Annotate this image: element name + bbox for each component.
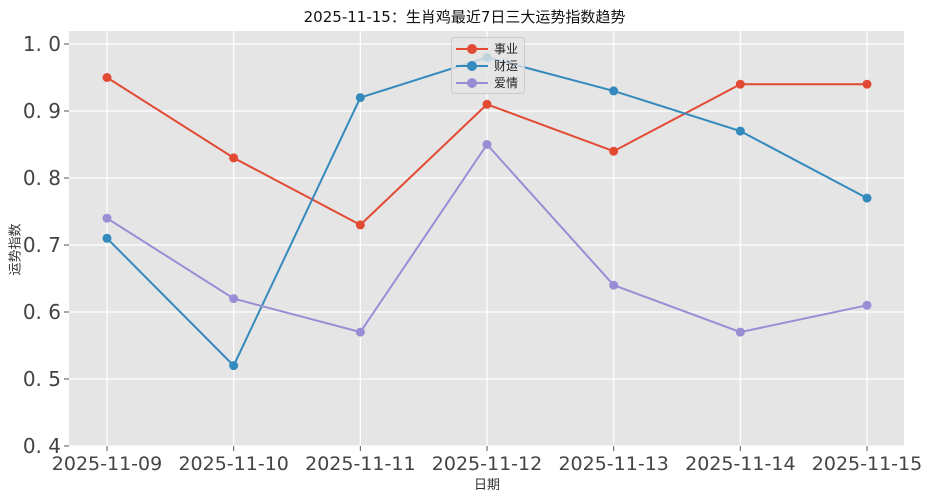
data-point <box>735 327 745 337</box>
x-tick-label: 2025-11-13 <box>558 453 668 475</box>
data-point <box>229 153 239 163</box>
data-point <box>862 79 872 89</box>
data-point <box>735 79 745 89</box>
data-point <box>862 300 872 310</box>
data-point <box>482 140 492 149</box>
data-point <box>609 146 619 156</box>
legend-label: 财运 <box>494 59 519 73</box>
x-tick-label: 2025-11-14 <box>685 453 795 475</box>
y-tick-label: 0. 5 <box>23 367 61 391</box>
legend-marker-icon <box>456 77 488 88</box>
y-tick-label: 0. 7 <box>23 233 61 257</box>
data-point <box>735 126 745 136</box>
y-tick-label: 1. 0 <box>23 32 61 56</box>
data-point <box>355 327 365 337</box>
legend-item-wealth: 财运 <box>452 57 524 74</box>
data-point <box>102 233 112 243</box>
legend-label: 事业 <box>494 42 519 56</box>
data-point <box>355 220 365 230</box>
x-tick-label: 2025-11-10 <box>178 453 288 475</box>
data-point <box>102 213 112 223</box>
legend: 事业 财运 爱情 <box>451 37 525 94</box>
data-point <box>482 99 492 109</box>
legend-marker-icon <box>456 60 488 71</box>
y-tick-label: 0. 9 <box>23 99 61 123</box>
data-point <box>355 93 365 103</box>
data-point <box>862 193 872 203</box>
data-point <box>229 294 239 304</box>
data-point <box>229 361 239 371</box>
data-point <box>102 73 112 82</box>
x-tick-label: 2025-11-11 <box>305 453 415 475</box>
legend-item-love: 爱情 <box>452 74 524 91</box>
data-point <box>609 280 619 290</box>
y-axis-label: 运势指数 <box>8 223 24 276</box>
legend-marker-icon <box>456 43 488 54</box>
x-tick-label: 2025-11-15 <box>812 453 922 475</box>
y-tick-label: 0. 6 <box>23 300 61 324</box>
x-axis-label: 日期 <box>473 478 500 493</box>
x-tick-label: 2025-11-09 <box>52 453 162 475</box>
chart-title: 2025-11-15：生肖鸡最近7日三大运势指数趋势 <box>303 8 626 26</box>
y-tick-label: 0. 4 <box>23 434 61 458</box>
y-tick-label: 0. 8 <box>23 166 61 190</box>
x-tick-label: 2025-11-12 <box>432 453 542 475</box>
legend-label: 爱情 <box>494 76 519 90</box>
legend-item-career: 事业 <box>452 40 524 57</box>
data-point <box>609 86 619 96</box>
